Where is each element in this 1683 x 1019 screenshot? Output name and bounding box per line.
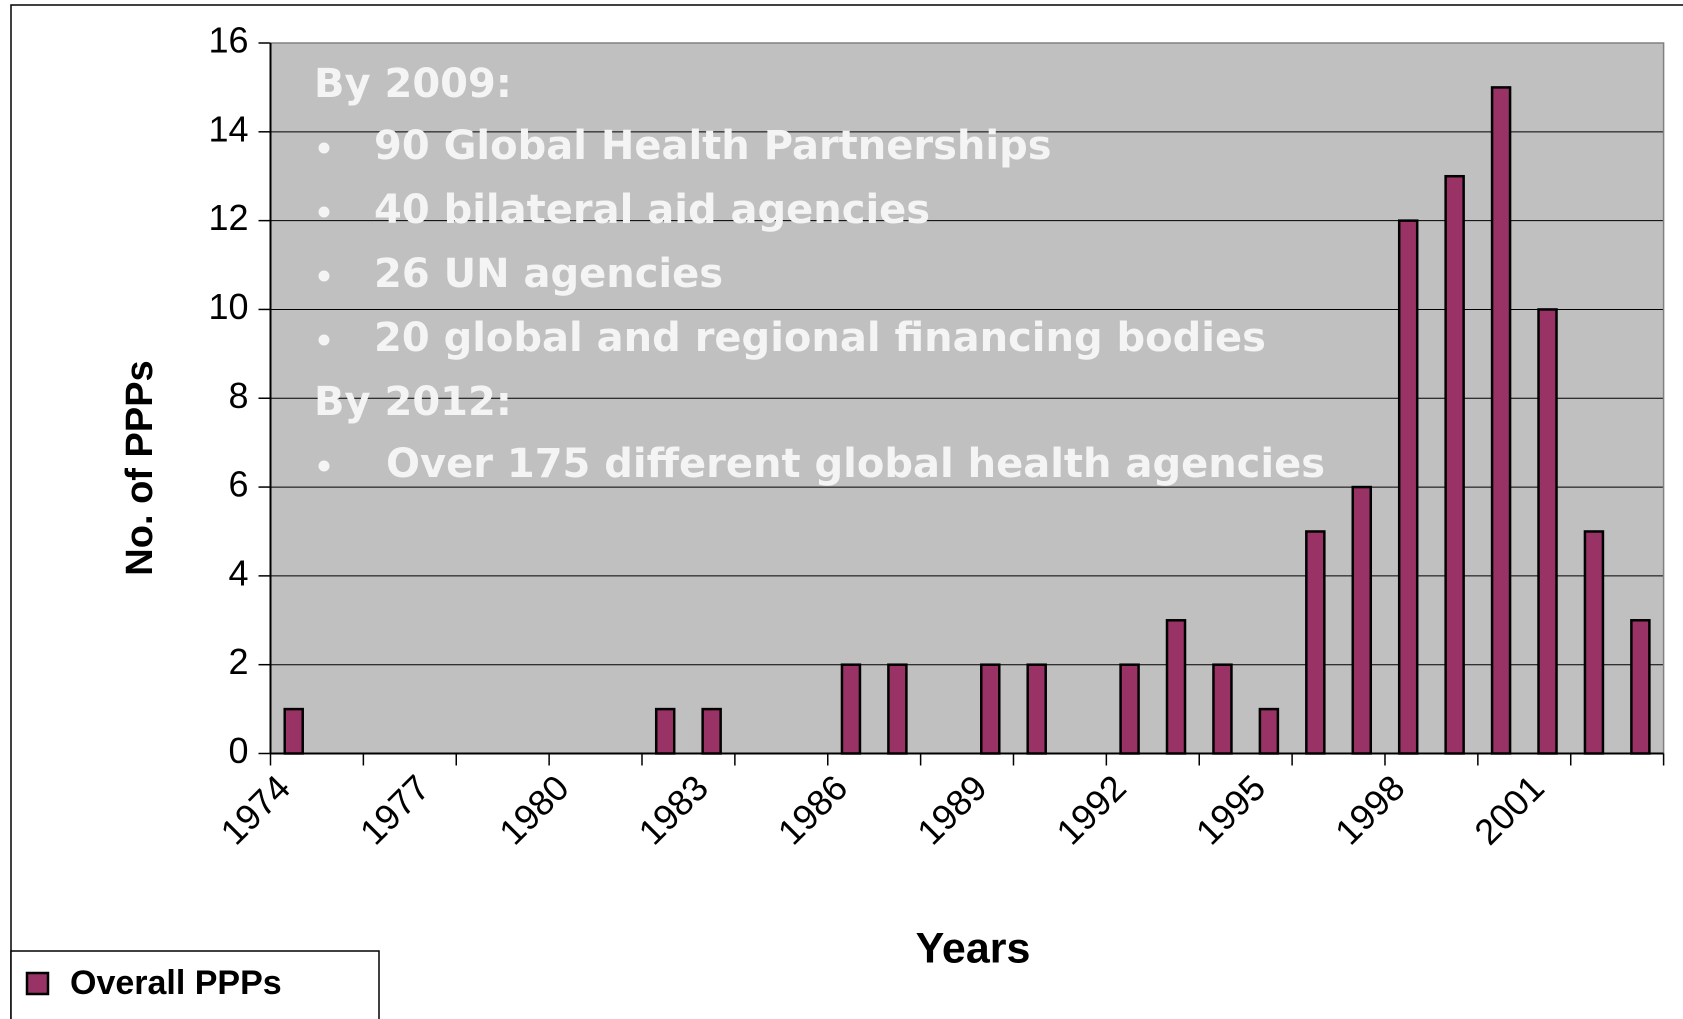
bar: [887, 663, 908, 755]
annotation-item: 90 Global Health Partnerships: [374, 123, 1052, 169]
annotation-item: 26 UN agencies: [374, 251, 723, 297]
bar: [1305, 530, 1326, 755]
y-tick-label: 4: [228, 552, 248, 593]
y-tick-label: 10: [208, 286, 248, 327]
legend-box: [10, 950, 380, 1019]
y-tick-label: 12: [208, 197, 248, 238]
y-tick-label: 14: [208, 108, 248, 149]
bar: [1537, 308, 1558, 755]
bar: [1165, 619, 1187, 755]
bar: [1351, 485, 1373, 755]
y-tick-label: 8: [228, 375, 248, 416]
y-axis-title: No. of PPPs: [119, 360, 161, 575]
bar: [1397, 219, 1419, 755]
bar: [1490, 86, 1512, 755]
bar: [1444, 174, 1465, 755]
annotation-item: Over 175 different global health agencie…: [386, 441, 1325, 487]
annotation-bullet: [318, 142, 330, 154]
annotation-bullet: [318, 334, 330, 346]
bar: [980, 663, 1001, 755]
bar: [1630, 619, 1651, 755]
y-tick-label: 16: [208, 20, 248, 61]
bar: [283, 707, 304, 755]
bar: [1258, 707, 1280, 755]
legend-swatch: [25, 971, 50, 996]
annotation-heading: By 2009:: [314, 61, 512, 107]
bar: [1583, 530, 1605, 755]
legend: Overall PPPs: [10, 950, 380, 1019]
annotation-item: 40 bilateral aid agencies: [374, 187, 930, 233]
bar: [840, 663, 862, 755]
bar: [1119, 663, 1140, 755]
annotation-bullet: [318, 270, 330, 282]
legend-label: Overall PPPs: [70, 964, 282, 1002]
annotation-bullet: [318, 460, 330, 472]
y-tick-label: 6: [228, 464, 248, 505]
bar: [1212, 663, 1233, 755]
bar: [654, 707, 676, 755]
annotation-item: 20 global and regional financing bodies: [374, 315, 1266, 361]
bar: [1026, 663, 1047, 755]
annotation-bullet: [318, 206, 330, 218]
bar: [701, 707, 722, 755]
x-axis-title: Years: [916, 924, 1031, 972]
y-tick-label: 0: [228, 730, 248, 771]
y-tick-label: 2: [228, 641, 248, 682]
annotation-heading: By 2012:: [314, 379, 512, 425]
